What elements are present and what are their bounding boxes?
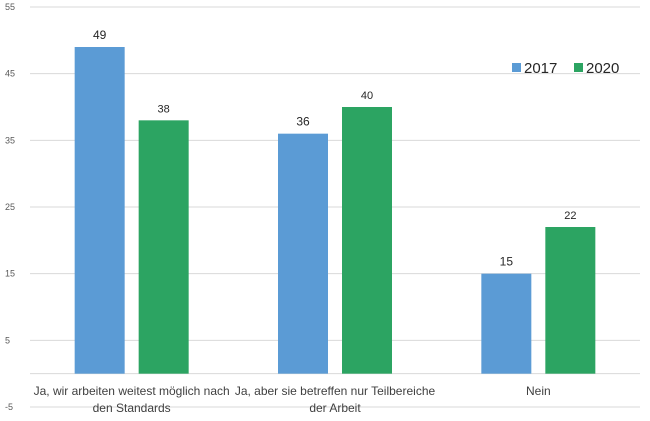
y-tick-label: 35 — [5, 135, 15, 145]
legend-label: 2017 — [524, 60, 557, 77]
y-tick-label: 5 — [5, 335, 10, 345]
bar-2020-2 — [545, 227, 596, 374]
legend-label: 2020 — [586, 60, 619, 77]
bar-2017-1 — [278, 133, 328, 374]
bar-2017-2 — [481, 273, 532, 374]
category-label: den Standards — [93, 401, 171, 415]
data-label: 22 — [564, 210, 576, 222]
category-label: der Arbeit — [309, 401, 361, 415]
bar-2017-0 — [74, 47, 125, 374]
data-label: 49 — [93, 28, 107, 42]
bar-2020-0 — [138, 120, 189, 374]
category-label: Ja, wir arbeiten weitest möglich nach — [34, 384, 230, 398]
y-tick-label: -5 — [5, 402, 13, 412]
data-label: 40 — [361, 90, 373, 102]
y-tick-label: 55 — [5, 2, 15, 12]
y-tick-label: 45 — [5, 69, 15, 79]
data-label: 38 — [158, 103, 170, 115]
category-label: Ja, aber sie betreffen nur Teilbereiche — [235, 384, 436, 398]
category-label: Nein — [526, 384, 551, 398]
data-label: 15 — [500, 255, 514, 269]
y-tick-label: 25 — [5, 202, 15, 212]
bar-2020-1 — [342, 107, 392, 374]
y-tick-label: 15 — [5, 269, 15, 279]
data-label: 36 — [296, 115, 310, 129]
legend-swatch-2020 — [574, 63, 583, 72]
legend-swatch-2017 — [512, 63, 521, 72]
